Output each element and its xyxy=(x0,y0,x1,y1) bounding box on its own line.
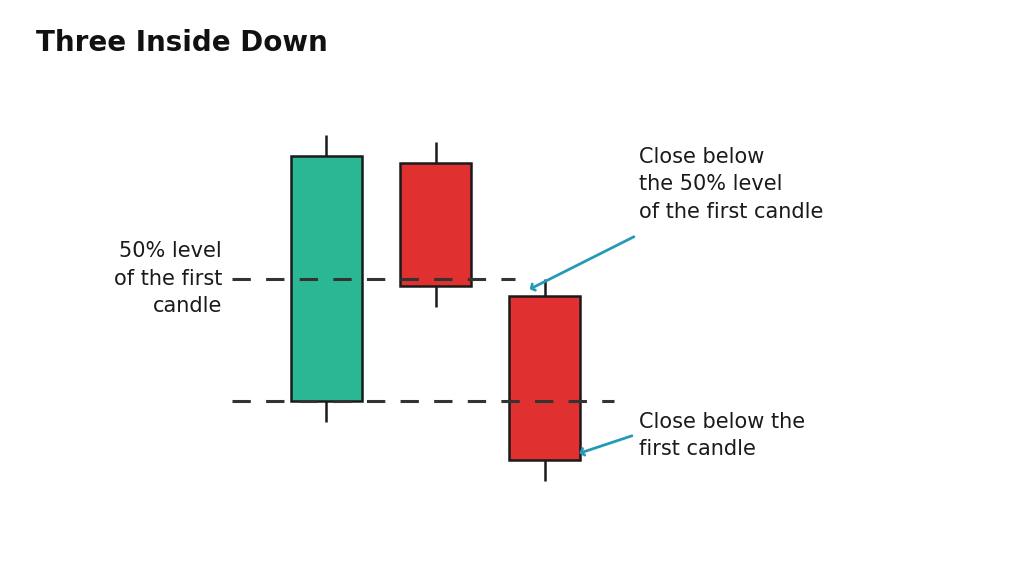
Text: 50% level
of the first
candle: 50% level of the first candle xyxy=(114,241,222,316)
Bar xyxy=(509,296,581,460)
Text: Close below the
first candle: Close below the first candle xyxy=(639,412,805,460)
Text: Three Inside Down: Three Inside Down xyxy=(36,29,328,57)
Text: Close below
the 50% level
of the first candle: Close below the 50% level of the first c… xyxy=(639,147,823,222)
Bar xyxy=(291,157,362,401)
Bar xyxy=(399,164,471,286)
